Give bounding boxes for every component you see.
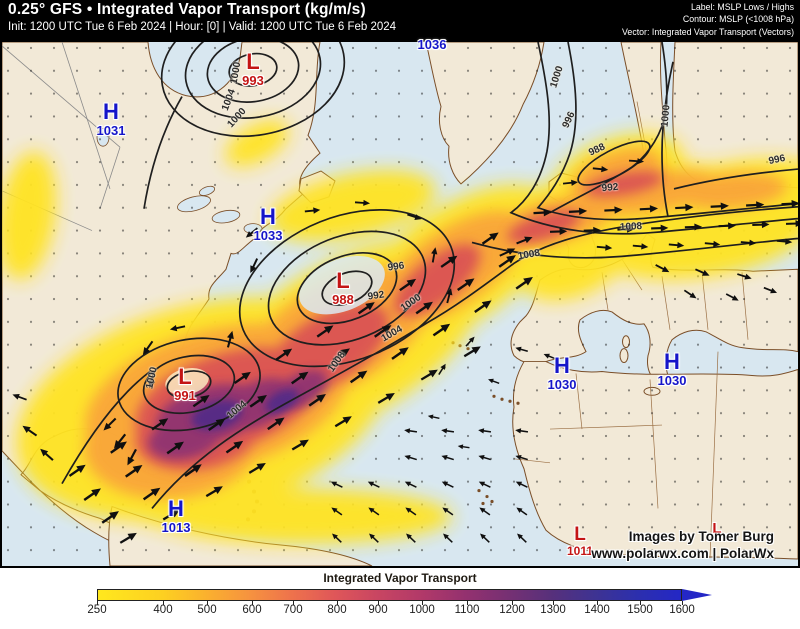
high-value: 1031 [96, 123, 126, 138]
legend-line-contour: Contour: MSLP (<1008 hPa) [682, 14, 794, 25]
colorbar-title: Integrated Vapor Transport [323, 571, 477, 585]
colorbar-tick: 1500 [627, 604, 653, 616]
low-value: 1011 [566, 544, 594, 558]
high-letter: H [664, 349, 680, 374]
tick-mark [207, 601, 208, 605]
pressure-center: H 1031 [96, 99, 126, 138]
low-letter: L [574, 524, 586, 545]
pressure-center: H 1013 [161, 496, 191, 535]
high-value: 1033 [253, 228, 283, 243]
run-info: Init: 1200 UTC Tue 6 Feb 2024 | Hour: [0… [8, 21, 397, 33]
colorbar-tick: 900 [368, 604, 388, 616]
colorbar-tick: 800 [327, 604, 347, 616]
high-value: 1030 [547, 377, 577, 392]
colorbar-tick: 1400 [584, 604, 610, 616]
low-value: 993 [242, 73, 264, 88]
contour-label: 1008 [619, 220, 643, 234]
pressure-center: H 1030 [547, 353, 577, 392]
colorbar-tick: 1300 [540, 604, 566, 616]
contour-label: 1000 [659, 104, 673, 128]
contour-label: 996 [386, 260, 406, 274]
colorbar-tick: 500 [197, 604, 217, 616]
colorbar-tick: 1100 [454, 604, 480, 616]
tick-mark [293, 601, 294, 605]
tick-mark [337, 601, 338, 605]
low-value: 991 [174, 388, 196, 403]
tick-mark [640, 601, 641, 605]
contour-label: 992 [601, 181, 619, 195]
low-letter: L [712, 520, 722, 537]
contour-label: 992 [366, 289, 386, 303]
pressure-center: L 988 [332, 268, 354, 307]
tick-mark [97, 601, 98, 605]
colorbar-tick: 1600 [669, 604, 695, 616]
attribution-site: www.polarwx.com | PolarWx [591, 546, 774, 561]
tick-mark [512, 601, 513, 605]
colorbar-tick: 1000 [409, 604, 435, 616]
layer-legend: Label: MSLP Lows / Highs Contour: MSLP (… [622, 1, 794, 38]
tick-mark [422, 601, 423, 605]
colorbar-tick: 600 [242, 604, 262, 616]
mslp-contour-layer [61, 42, 798, 509]
tick-mark [467, 601, 468, 605]
tick-mark [378, 601, 379, 605]
tick-mark [163, 601, 164, 605]
legend-line-vector: Vector: Integrated Vapor Transport (Vect… [622, 26, 794, 37]
tick-mark [252, 601, 253, 605]
tick-mark [553, 601, 554, 605]
high-letter: H [168, 496, 184, 521]
pressure-center: 1036 [418, 37, 447, 51]
legend-line-label: Label: MSLP Lows / Highs [690, 2, 794, 12]
colorbar-tick: 1200 [499, 604, 525, 616]
low-letter: L [336, 268, 350, 293]
colorbar-section: Integrated Vapor Transport 250 400 500 6… [0, 568, 800, 629]
pressure-center: H 1030 [657, 349, 687, 388]
high-letter: H [103, 99, 119, 124]
attribution: Images by Tomer Burg www.polarwx.com | P… [591, 528, 774, 562]
low-letter: L [246, 49, 260, 74]
high-value: 1013 [161, 520, 191, 535]
low-value: 988 [332, 292, 354, 307]
header-bar: 0.25° GFS • Integrated Vapor Transport (… [0, 0, 800, 40]
attribution-credit: Images by Tomer Burg [628, 529, 774, 544]
map-svg [2, 42, 798, 566]
colorbar-tick: 250 [87, 604, 107, 616]
high-letter: H [260, 204, 276, 229]
map-canvas [0, 40, 800, 568]
colorbar-tick: 400 [153, 604, 173, 616]
tick-mark [597, 601, 598, 605]
low-letter: L [178, 364, 192, 389]
pressure-center: H 1033 [253, 204, 283, 243]
high-letter: H [554, 353, 570, 378]
high-value: 1036 [417, 37, 447, 52]
colorbar-arrow-tip [682, 589, 712, 601]
pressure-center: L 991 [174, 364, 196, 403]
pressure-center: L 993 [242, 49, 264, 88]
high-value: 1030 [657, 373, 687, 388]
pressure-center: L 1011 [567, 525, 593, 557]
colorbar-tick: 700 [283, 604, 303, 616]
colorbar-gradient [97, 589, 682, 601]
pressure-center: L [712, 521, 721, 536]
tick-mark [682, 601, 683, 605]
page-title: 0.25° GFS • Integrated Vapor Transport (… [8, 1, 366, 18]
